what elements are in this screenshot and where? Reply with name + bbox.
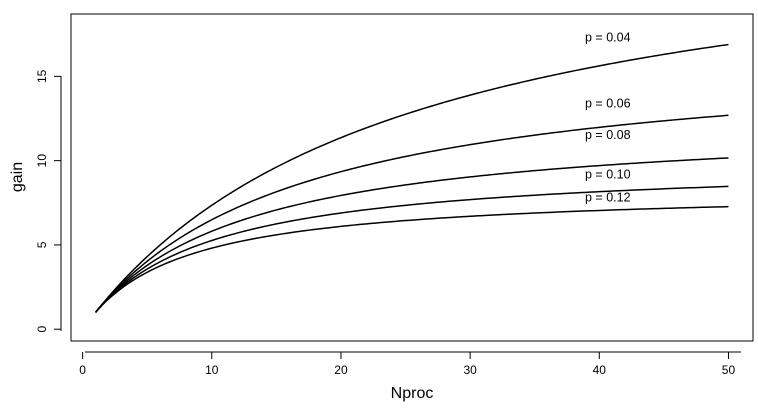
curve-line — [94, 157, 729, 313]
y-ticks: 0 5 10 15 — [35, 69, 61, 333]
curve-label: p = 0.12 — [585, 191, 631, 205]
y-tick-label: 10 — [35, 154, 49, 168]
x-tick-label: 10 — [205, 363, 219, 377]
curve-line — [94, 185, 729, 313]
y-tick-label: 0 — [35, 326, 49, 333]
y-axis-title: gain — [9, 162, 26, 192]
x-tick-label: 0 — [79, 363, 86, 377]
x-tick-label: 20 — [334, 363, 348, 377]
x-tick-label: 50 — [722, 363, 736, 377]
x-tick-label: 40 — [593, 363, 607, 377]
y-tick-label: 5 — [35, 241, 49, 248]
curve-line — [94, 114, 729, 313]
curve-line — [94, 43, 729, 313]
x-tick-label: 30 — [463, 363, 477, 377]
curve-label: p = 0.04 — [585, 31, 631, 45]
x-axis-title: Nproc — [391, 385, 434, 402]
curve-line — [94, 205, 729, 313]
y-tick-label: 15 — [35, 69, 49, 83]
curve-label: p = 0.08 — [585, 128, 631, 142]
plot-box — [70, 13, 754, 342]
curves — [94, 43, 729, 313]
curve-label: p = 0.06 — [585, 96, 631, 110]
curve-labels: p = 0.04 p = 0.06 p = 0.08 p = 0.10 p = 0.12 — [585, 31, 631, 205]
curve-label: p = 0.10 — [585, 167, 631, 181]
x-ticks: 0 10 20 30 40 50 — [79, 352, 735, 377]
